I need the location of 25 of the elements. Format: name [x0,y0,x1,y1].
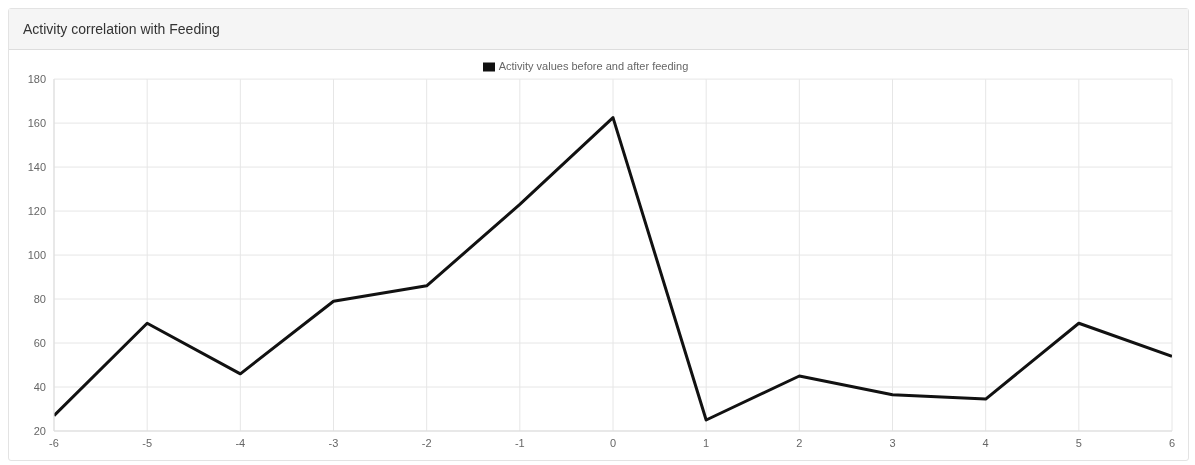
y-tick-label: 40 [33,380,46,393]
x-tick-label: -6 [49,436,59,449]
x-tick-label: 6 [1168,436,1176,449]
x-tick-label: -2 [421,436,432,449]
x-tick-label: -4 [235,436,246,449]
y-tick-label: 100 [27,248,46,261]
x-tick-label: 0 [609,436,617,449]
x-tick-label: 5 [1075,436,1082,449]
y-tick-label: 180 [27,73,46,85]
y-tick-label: 80 [33,292,46,305]
x-tick-label: 3 [889,436,896,449]
x-tick-label: 4 [982,436,989,449]
chart-title: Activity correlation with Feeding [9,9,1188,50]
x-tick-label: -1 [514,436,525,449]
y-tick-label: 160 [27,116,46,129]
line-series [54,116,1172,422]
y-tick-label: 60 [33,336,46,349]
x-tick-label: -5 [142,436,153,449]
y-tick-label: 140 [27,160,46,173]
legend-label: Activity values before and after feeding [498,60,689,72]
x-tick-label: -3 [328,436,339,449]
x-tick-label: 2 [796,436,803,449]
x-tick-label: 1 [703,436,710,449]
y-tick-label: 20 [33,424,46,437]
y-tick-label: 120 [27,204,46,217]
